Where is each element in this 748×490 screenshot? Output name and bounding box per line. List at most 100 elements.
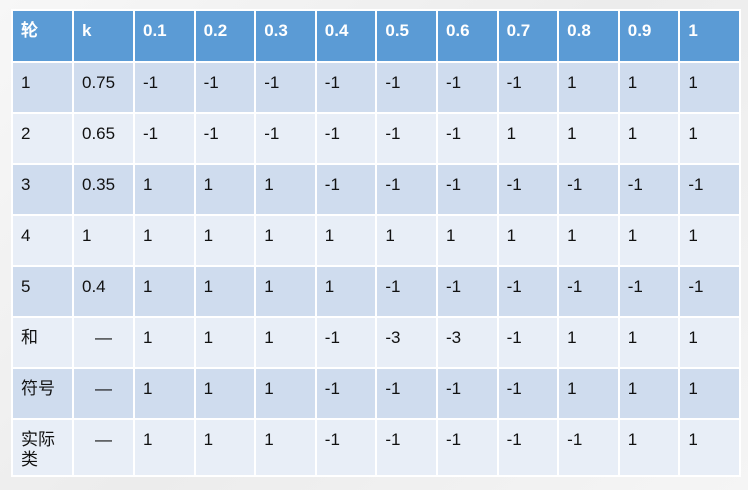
table-cell: 1 — [617, 418, 681, 477]
table-cell: -1 — [193, 112, 257, 165]
table-cell: 1 — [557, 367, 620, 420]
header-cell: 0.3 — [254, 9, 317, 63]
table-cell: 1 — [557, 61, 620, 114]
table-cell: 1 — [254, 367, 317, 420]
table-cell: -1 — [254, 61, 317, 114]
table-cell: -1 — [375, 112, 438, 165]
table-cell: 1 — [254, 214, 317, 267]
row-label-cell: 5 — [11, 265, 74, 318]
table-cell: -1 — [435, 61, 499, 114]
header-cell: 1 — [678, 9, 741, 63]
header-cell: 0.6 — [435, 9, 499, 63]
table-row: 实际类 —1 1 1 -1 -1 -1 -1 -1 1 1 — [11, 418, 741, 477]
table-cell: 1 — [133, 316, 196, 369]
table-cell: 1 — [678, 214, 741, 267]
table-cell: -1 — [133, 112, 196, 165]
row-label-cell: 4 — [11, 214, 74, 267]
row-label-cell: 和 — [11, 316, 74, 369]
table-cell: 1 — [193, 265, 257, 318]
table-cell: 1 — [617, 214, 681, 267]
table-cell: -1 — [375, 418, 438, 477]
table-cell: 1 — [678, 418, 741, 477]
row-label-cell: 1 — [11, 61, 74, 114]
header-cell: 0.4 — [314, 9, 378, 63]
table-cell: -1 — [314, 418, 378, 477]
table-cell: -1 — [435, 367, 499, 420]
table-cell: 1 — [193, 214, 257, 267]
table-cell: 1 — [254, 316, 317, 369]
header-cell: 0.9 — [617, 9, 681, 63]
table-row: 2 0.65 -1 -1 -1 -1 -1 -1 1 1 1 1 — [11, 112, 741, 165]
header-cell: 轮 — [11, 9, 74, 63]
data-table: 轮 k 0.1 0.2 0.3 0.4 0.5 0.6 0.7 0.8 0.9 … — [11, 9, 741, 477]
table-cell: 1 — [193, 316, 257, 369]
table-cell: -1 — [557, 163, 620, 216]
table-cell: 1 — [617, 112, 681, 165]
table-cell: 1 — [254, 418, 317, 477]
table-cell: — — [72, 367, 135, 420]
table-cell: 1 — [133, 265, 196, 318]
table-cell: -1 — [375, 265, 438, 318]
row-label-cell: 符号 — [11, 367, 74, 420]
table-cell: 0.65 — [72, 112, 135, 165]
table-cell: -1 — [375, 367, 438, 420]
table-cell: 1 — [254, 265, 317, 318]
table-cell: -1 — [314, 163, 378, 216]
header-cell: 0.1 — [133, 9, 196, 63]
table-cell: -1 — [617, 265, 681, 318]
table-row: 1 0.75 -1 -1 -1 -1 -1 -1 -1 1 1 1 — [11, 61, 741, 114]
table-cell: -1 — [314, 367, 378, 420]
table-body: 1 0.75 -1 -1 -1 -1 -1 -1 -1 1 1 1 2 0.65 -1 -1 -1 -1 -1 -1 1… — [11, 61, 741, 477]
table-cell: 1 — [254, 163, 317, 216]
table-cell: -1 — [678, 163, 741, 216]
table-cell: -1 — [375, 61, 438, 114]
table-cell: -1 — [496, 163, 560, 216]
table-cell: 1 — [193, 163, 257, 216]
table-cell: -1 — [435, 163, 499, 216]
table-cell: -1 — [435, 112, 499, 165]
table-cell: -1 — [557, 418, 620, 477]
table-cell: 1 — [133, 367, 196, 420]
table-cell: -1 — [496, 367, 560, 420]
table-cell: — — [72, 316, 135, 369]
table-cell: -1 — [496, 61, 560, 114]
table-cell: 1 — [375, 214, 438, 267]
table-cell: -1 — [496, 265, 560, 318]
table-cell: -1 — [435, 265, 499, 318]
header-cell: 0.5 — [375, 9, 438, 63]
table-cell: -1 — [617, 163, 681, 216]
table-row: 5 0.4 1 1 1 1 -1 -1 -1 -1 -1 -1 — [11, 265, 741, 318]
table-cell: -1 — [375, 163, 438, 216]
table-row: 3 0.35 1 1 1 -1 -1 -1 -1 -1 -1 -1 — [11, 163, 741, 216]
table-cell: -1 — [557, 265, 620, 318]
table-cell: -1 — [314, 61, 378, 114]
table-cell: 1 — [496, 112, 560, 165]
table-cell: 0.35 — [72, 163, 135, 216]
table-cell: -1 — [678, 265, 741, 318]
table-cell: -3 — [375, 316, 438, 369]
table-cell: 1 — [496, 214, 560, 267]
table-cell: 1 — [557, 214, 620, 267]
table-cell: — — [72, 418, 135, 477]
table-cell: 1 — [314, 265, 378, 318]
header-cell: 0.2 — [193, 9, 257, 63]
table-cell: 1 — [133, 163, 196, 216]
table-row: 符号 —1 1 1 -1 -1 -1 -1 1 1 1 — [11, 367, 741, 420]
table-cell: 1 — [617, 367, 681, 420]
table-cell: -1 — [314, 316, 378, 369]
table-cell: 1 — [557, 316, 620, 369]
table-cell: 0.4 — [72, 265, 135, 318]
row-label-cell: 3 — [11, 163, 74, 216]
table-cell: 1 — [314, 214, 378, 267]
table-cell: -1 — [133, 61, 196, 114]
table-cell: -1 — [496, 418, 560, 477]
header-row: 轮 k 0.1 0.2 0.3 0.4 0.5 0.6 0.7 0.8 0.9 … — [11, 9, 741, 63]
table-cell: 1 — [557, 112, 620, 165]
table-cell: 1 — [678, 112, 741, 165]
table-cell: 1 — [193, 418, 257, 477]
header-cell: k — [72, 9, 135, 63]
table-cell: 1 — [133, 418, 196, 477]
table-cell: -1 — [193, 61, 257, 114]
